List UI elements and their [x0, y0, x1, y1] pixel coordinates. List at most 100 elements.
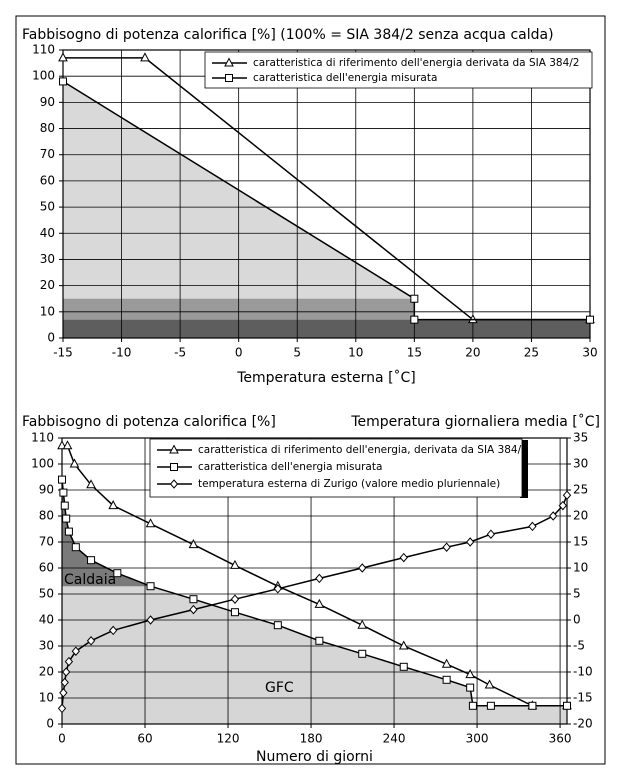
y-tick-label: 100 — [32, 69, 55, 83]
y-tick-label: 10 — [39, 691, 54, 705]
y2-tick-label: 35 — [573, 431, 588, 445]
x-axis-label: Temperatura esterna [˚C] — [236, 369, 416, 386]
marker — [58, 475, 66, 484]
x-tick-label: -10 — [112, 346, 132, 360]
legend-marker — [169, 479, 179, 489]
marker — [109, 625, 118, 636]
marker — [465, 669, 475, 679]
marker — [59, 77, 67, 86]
marker — [189, 595, 198, 604]
marker — [486, 529, 496, 539]
legend-marker — [225, 74, 233, 82]
marker — [398, 640, 409, 650]
marker — [188, 539, 199, 549]
marker — [113, 569, 122, 578]
legend-box — [204, 51, 593, 89]
marker — [60, 677, 69, 688]
y-tick-label: 50 — [40, 200, 55, 214]
marker — [528, 701, 537, 710]
x-tick-label: 25 — [524, 346, 539, 360]
marker — [60, 501, 69, 510]
marker — [528, 521, 537, 532]
y-tick-label: 90 — [39, 483, 54, 497]
marker — [399, 552, 408, 563]
x-tick-label: 60 — [137, 732, 152, 746]
y2-tick-label: 0 — [573, 613, 581, 627]
y-tick-label: 10 — [40, 304, 55, 318]
marker — [59, 488, 68, 497]
x-tick-label: -5 — [174, 346, 186, 360]
legend-label: caratteristica di riferimento dell'energ… — [253, 57, 579, 69]
legend-label: caratteristica dell'energia misurata — [253, 72, 437, 84]
marker — [230, 608, 239, 617]
marker — [465, 537, 475, 547]
y-tick-label: 100 — [31, 457, 54, 471]
shaded-band — [63, 319, 590, 338]
x-tick-label: -15 — [53, 346, 73, 360]
marker — [57, 703, 67, 714]
x-tick-label: 180 — [300, 732, 323, 746]
marker — [442, 675, 451, 684]
x-tick-label: 240 — [383, 732, 406, 746]
y-tick-label: 80 — [40, 121, 55, 135]
y-tick-label: 30 — [40, 252, 55, 266]
legend-marker — [169, 444, 179, 454]
marker — [146, 582, 155, 591]
marker — [71, 646, 80, 656]
y-tick-label: 90 — [40, 95, 55, 109]
x-tick-label: 120 — [217, 732, 240, 746]
shaded-area — [62, 479, 567, 724]
marker — [189, 604, 198, 615]
marker — [442, 542, 451, 552]
marker — [64, 527, 73, 536]
y-tick-label: 80 — [39, 509, 54, 523]
y2-tick-label: 10 — [573, 561, 588, 575]
y2-tick-label: -15 — [573, 691, 593, 705]
x-tick-label: 300 — [466, 732, 489, 746]
y-tick-label: 20 — [39, 665, 54, 679]
marker — [140, 52, 150, 62]
legend-label: caratteristica di riferimento dell'energ… — [198, 444, 528, 456]
legend-label: temperatura esterna di Zurigo (valore me… — [198, 478, 500, 490]
marker — [71, 543, 80, 552]
marker — [230, 559, 240, 569]
marker — [61, 667, 71, 677]
y-tick-label: 20 — [40, 278, 55, 292]
x-tick-label: 15 — [407, 346, 422, 360]
y2-tick-label: -10 — [573, 665, 593, 679]
shaded-area — [62, 479, 151, 587]
marker — [441, 658, 452, 668]
marker — [230, 594, 240, 604]
legend-label: caratteristica dell'energia misurata — [198, 461, 382, 473]
y2-tick-label: 25 — [573, 483, 588, 497]
series-line — [61, 494, 568, 709]
legend-box — [149, 438, 523, 498]
y-tick-label: 40 — [39, 613, 54, 627]
y-tick-label: 50 — [39, 587, 54, 601]
y2-tick-label: -20 — [573, 717, 593, 731]
marker — [145, 518, 156, 528]
marker — [59, 688, 68, 698]
y2-axis-label: Temperatura giornaliera media [˚C] — [350, 413, 600, 430]
y2-tick-label: 15 — [573, 535, 588, 549]
y-tick-label: 0 — [46, 717, 54, 731]
x-axis-label: Numero di giorni — [256, 749, 373, 765]
marker — [484, 679, 495, 689]
marker — [62, 514, 71, 523]
marker — [64, 656, 74, 667]
marker — [562, 490, 572, 500]
marker — [315, 636, 324, 645]
y-tick-label: 30 — [39, 639, 54, 653]
y-tick-label: 60 — [39, 561, 54, 575]
marker — [486, 701, 495, 710]
y2-tick-label: 30 — [573, 457, 588, 471]
plot-border — [61, 437, 568, 725]
marker — [357, 619, 368, 629]
marker — [87, 556, 96, 565]
x-tick-label: 0 — [58, 732, 66, 746]
legend-marker — [170, 463, 178, 471]
plot-border — [62, 49, 591, 339]
y-tick-label: 0 — [47, 331, 55, 345]
legend-shadow — [520, 440, 528, 498]
annotation: Caldaia — [64, 572, 116, 588]
